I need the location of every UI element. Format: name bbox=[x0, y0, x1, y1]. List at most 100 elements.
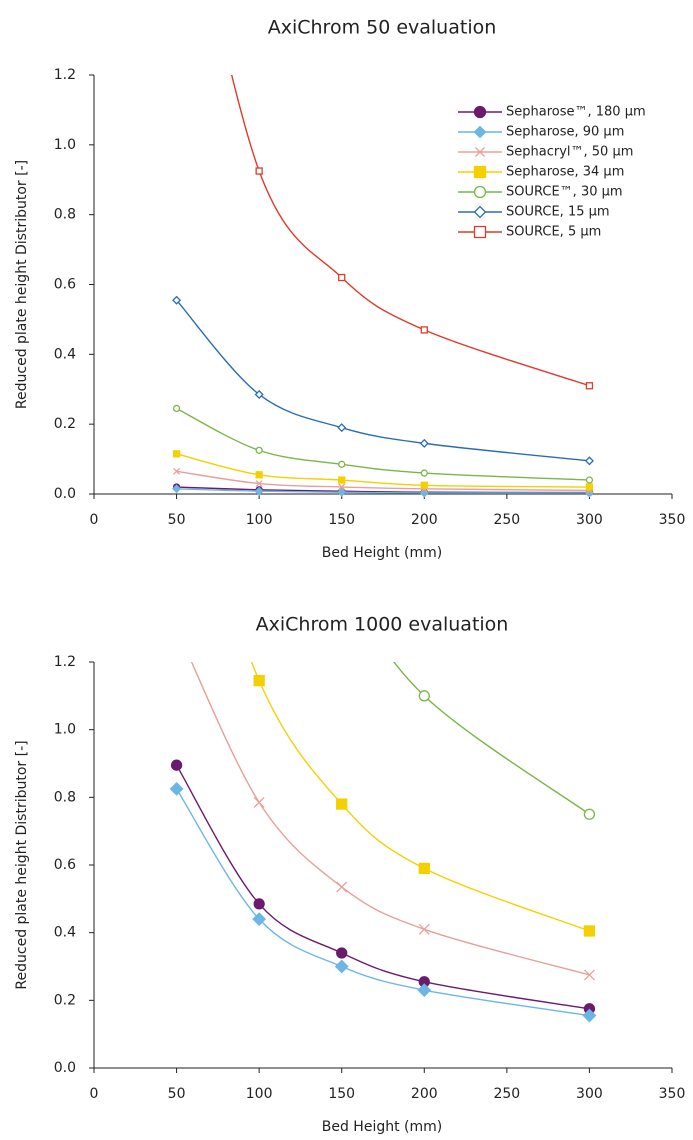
series-line bbox=[393, 662, 590, 815]
chart-title: AxiChrom 50 evaluation bbox=[268, 17, 497, 39]
marker bbox=[254, 420, 264, 430]
marker bbox=[418, 862, 430, 875]
marker bbox=[172, 404, 181, 413]
marker bbox=[255, 167, 263, 175]
y-tick-label: 0.0 bbox=[54, 486, 76, 502]
marker bbox=[172, 450, 181, 458]
marker bbox=[338, 483, 346, 491]
x-tick-label: 100 bbox=[246, 1086, 273, 1102]
marker bbox=[583, 925, 596, 937]
chart-panel: AxiChrom 1000 evaluation Reduced plate he… bbox=[14, 183, 686, 1136]
y-tick-label: 0.2 bbox=[54, 992, 76, 1008]
series-line bbox=[176, 407, 590, 481]
marker bbox=[253, 796, 265, 808]
marker bbox=[254, 486, 264, 496]
x-axis-label: Bed Height (mm) bbox=[322, 545, 442, 561]
chart-title: AxiChrom 1000 evaluation bbox=[256, 614, 509, 636]
y-tick-label: 0.8 bbox=[54, 789, 76, 805]
legend-label: Sepharose, 34 µm bbox=[506, 165, 624, 180]
x-tick-label: 0 bbox=[90, 512, 99, 528]
x-tick-label: 300 bbox=[576, 512, 603, 528]
marker bbox=[172, 420, 182, 430]
marker bbox=[420, 326, 428, 334]
series-line bbox=[176, 470, 590, 492]
marker bbox=[172, 183, 182, 193]
marker bbox=[172, 295, 182, 305]
marker bbox=[334, 959, 349, 974]
marker bbox=[582, 1008, 597, 1023]
marker bbox=[253, 674, 265, 687]
marker bbox=[255, 480, 263, 487]
y-tick-label: 0.4 bbox=[54, 925, 76, 941]
marker bbox=[418, 690, 430, 702]
x-tick-label: 350 bbox=[659, 512, 686, 528]
marker bbox=[418, 923, 430, 935]
y-tick-label: 1.0 bbox=[54, 722, 76, 738]
legend-label: SOURCE™, 30 µm bbox=[506, 185, 623, 200]
y-tick-label: 0.2 bbox=[54, 416, 76, 432]
legend-marker bbox=[475, 147, 485, 157]
x-tick-label: 300 bbox=[576, 1086, 603, 1102]
x-tick-label: 50 bbox=[168, 1086, 186, 1102]
marker bbox=[336, 798, 348, 810]
plot-area bbox=[169, 183, 597, 1023]
series-line bbox=[190, 662, 590, 976]
marker bbox=[338, 476, 346, 484]
y-tick-label: 1.2 bbox=[54, 67, 76, 83]
legend-marker bbox=[473, 225, 487, 239]
y-tick-label: 0.4 bbox=[54, 346, 76, 362]
marker bbox=[172, 484, 182, 494]
marker bbox=[585, 382, 594, 390]
marker bbox=[417, 983, 432, 998]
marker bbox=[338, 460, 346, 468]
series-line bbox=[175, 764, 590, 1010]
x-axis-label: Bed Height (mm) bbox=[322, 1119, 442, 1135]
marker bbox=[585, 476, 594, 484]
marker bbox=[173, 467, 181, 475]
legend-label: SOURCE, 5 µm bbox=[506, 225, 601, 240]
marker bbox=[337, 423, 347, 433]
x-tick-label: 200 bbox=[411, 512, 438, 528]
legend-label: Sephacryl™, 50 µm bbox=[506, 145, 633, 160]
marker bbox=[337, 572, 347, 582]
y-axis-label: Reduced plate height Distributor [-] bbox=[14, 160, 30, 409]
y-tick-label: 0.0 bbox=[54, 1060, 76, 1076]
x-tick-label: 150 bbox=[328, 1086, 355, 1102]
y-tick-label: 1.0 bbox=[54, 137, 76, 153]
x-tick-label: 250 bbox=[493, 1086, 520, 1102]
marker bbox=[253, 898, 265, 910]
y-tick-label: 0.6 bbox=[54, 277, 76, 293]
legend-label: Sepharose, 90 µm bbox=[506, 125, 624, 140]
plot-area bbox=[172, 75, 594, 498]
marker bbox=[584, 456, 594, 466]
legend-marker bbox=[473, 165, 487, 179]
legend-marker bbox=[473, 205, 487, 219]
x-tick-label: 0 bbox=[90, 1086, 99, 1102]
marker bbox=[338, 273, 346, 282]
chart-panel: AxiChrom 50 evaluation Reduced plate heig… bbox=[14, 17, 686, 562]
marker bbox=[336, 881, 348, 893]
marker bbox=[255, 471, 263, 479]
legend-label: Sepharose™, 180 µm bbox=[506, 105, 646, 120]
series-line bbox=[230, 75, 590, 387]
marker bbox=[336, 947, 348, 959]
marker bbox=[583, 808, 596, 820]
x-tick-label: 200 bbox=[411, 1086, 438, 1102]
x-tick-label: 100 bbox=[246, 512, 273, 528]
series-line bbox=[250, 662, 590, 932]
x-tick-label: 350 bbox=[659, 1086, 686, 1102]
series-line bbox=[175, 788, 590, 1017]
y-axis-label: Reduced plate height Distributor [-] bbox=[14, 740, 30, 989]
marker bbox=[255, 446, 263, 455]
y-tick-label: 0.6 bbox=[54, 857, 76, 873]
y-tick-label: 1.2 bbox=[54, 654, 76, 670]
marker bbox=[252, 912, 267, 927]
marker bbox=[169, 781, 184, 796]
marker bbox=[420, 469, 428, 477]
marker bbox=[170, 759, 183, 771]
x-tick-label: 150 bbox=[328, 512, 355, 528]
marker bbox=[254, 389, 264, 400]
x-tick-label: 250 bbox=[493, 512, 520, 528]
marker bbox=[337, 487, 347, 497]
